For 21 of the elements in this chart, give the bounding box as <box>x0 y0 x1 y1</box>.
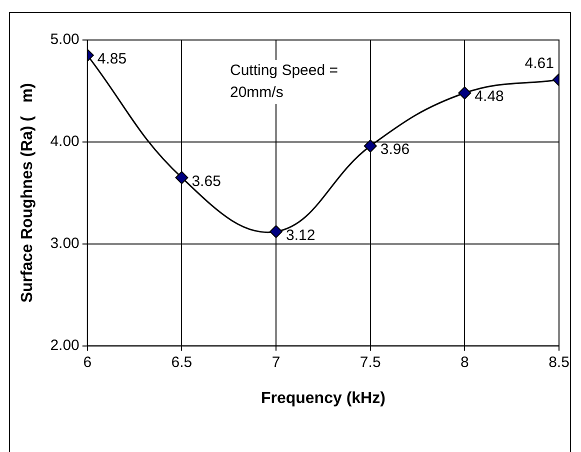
point <box>270 225 283 238</box>
data-label: 4.48 <box>474 88 504 106</box>
data-label: 4.61 <box>524 54 554 72</box>
annotation: Cutting Speed = 20mm/s <box>226 60 358 104</box>
x-tick-label: 7 <box>272 354 280 371</box>
y-tick-label: 4.00 <box>50 133 80 150</box>
y-tick-label: 5.00 <box>50 31 80 48</box>
x-tick-label: 8.5 <box>548 354 570 371</box>
data-label: 3.96 <box>380 141 410 158</box>
x-tick-label: 8 <box>460 354 469 371</box>
y-tick-label: 2.00 <box>50 336 80 354</box>
y-axis-title: Surface Roughnes (Ra) ( m) <box>19 83 36 303</box>
data-label: 3.65 <box>192 172 221 190</box>
data-label: 4.85 <box>97 50 127 68</box>
y-tick-label: 3.00 <box>50 235 80 252</box>
data-label: 3.12 <box>286 226 316 244</box>
x-tick-label: 6 <box>83 354 92 371</box>
point <box>364 140 377 153</box>
x-tick-label: 7.5 <box>360 354 381 371</box>
x-axis-title: Frequency (kHz) <box>260 390 386 407</box>
x-tick-label: 6.5 <box>171 354 192 371</box>
